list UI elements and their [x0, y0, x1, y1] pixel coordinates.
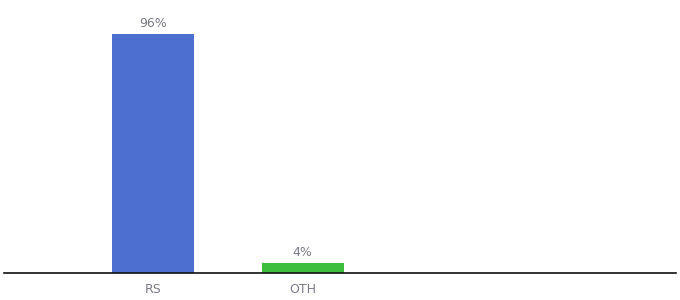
Text: 96%: 96%: [139, 17, 167, 30]
Bar: [262, 263, 343, 273]
Bar: [112, 34, 194, 273]
Text: 4%: 4%: [293, 246, 313, 260]
